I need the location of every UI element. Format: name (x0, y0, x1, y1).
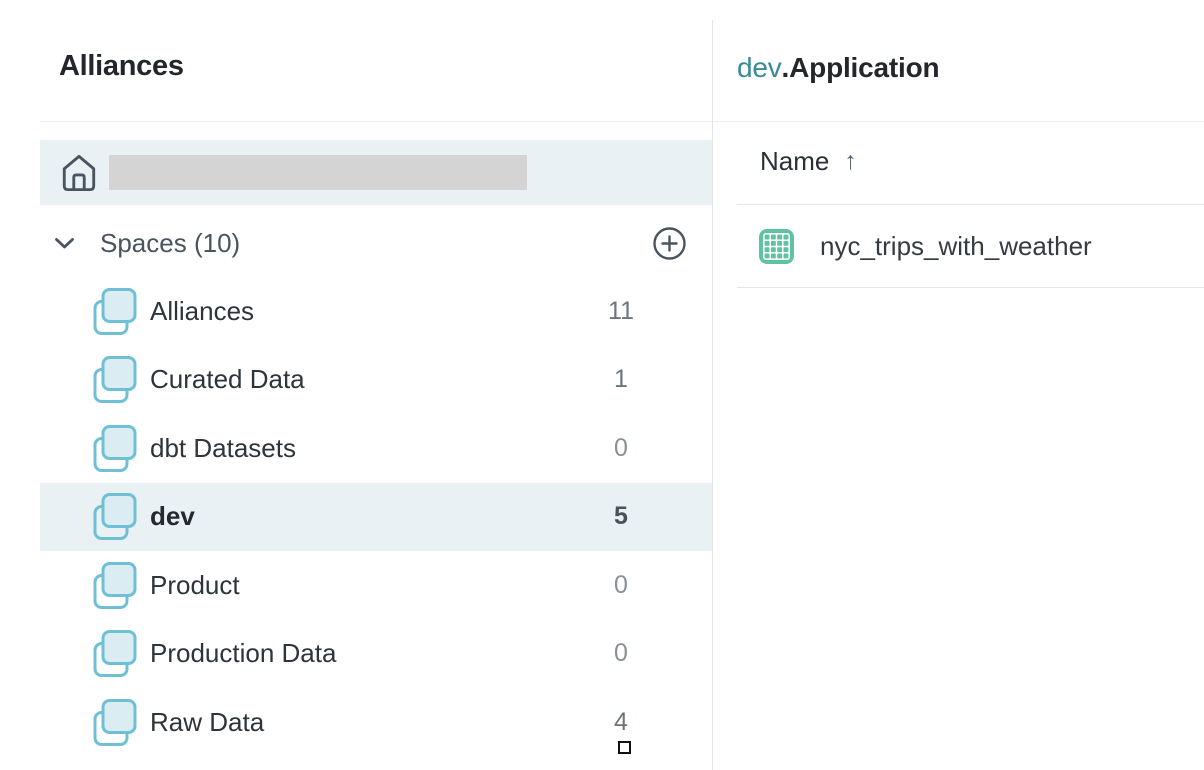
dataset-name: nyc_trips_with_weather (820, 230, 1092, 261)
header-divider (40, 121, 713, 122)
table-icon (759, 228, 794, 264)
sidebar-item-dbt-datasets[interactable]: dbt Datasets 0 (40, 414, 713, 483)
space-label: Production Data (150, 638, 337, 669)
spaces-group-label: Spaces (10) (100, 227, 241, 258)
space-label: Curated Data (150, 364, 305, 395)
chevron-down-icon[interactable] (54, 237, 75, 250)
column-label: Name (760, 146, 830, 176)
space-label: Raw Data (150, 706, 265, 737)
add-space-button[interactable] (653, 226, 686, 260)
dataset-count-badge: 0 (614, 639, 628, 668)
space-icon (93, 356, 137, 404)
space-icon (93, 493, 137, 541)
space-label: Alliances (150, 295, 255, 326)
space-icon (93, 630, 137, 678)
dataset-count-badge: 5 (614, 502, 628, 531)
sidebar-item-alliances[interactable]: Alliances 11 (40, 277, 713, 346)
name-column-header[interactable]: Name ↑ (760, 146, 857, 177)
dataset-count-badge: 0 (614, 433, 628, 462)
sidebar-item-raw-data[interactable]: Raw Data 4 (40, 688, 713, 757)
breadcrumb-context[interactable]: dev (737, 52, 782, 83)
dataset-count-badge: 0 (614, 570, 628, 599)
page-title: Alliances (59, 50, 184, 82)
stray-square-artifact (618, 741, 631, 754)
redacted-text-bar (109, 155, 527, 190)
space-label: dbt Datasets (150, 432, 296, 463)
home-nav-item[interactable] (40, 140, 713, 205)
spaces-sidebar: Alliances Spaces (10) (40, 50, 713, 757)
space-icon (93, 287, 137, 335)
spaces-list: Alliances 11 Curated Data 1 (40, 277, 713, 757)
space-label: dev (150, 501, 195, 532)
dataset-panel: dev.Application Name ↑ (713, 0, 1204, 770)
dataset-count-badge: 4 (614, 707, 628, 736)
spaces-group-header[interactable]: Spaces (10) (40, 212, 713, 274)
home-icon (60, 152, 98, 194)
sidebar-item-curated-data[interactable]: Curated Data 1 (40, 346, 713, 415)
space-icon (93, 698, 137, 746)
breadcrumb-title: Application (789, 52, 940, 83)
space-icon (93, 561, 137, 609)
dataset-count-badge: 1 (614, 365, 628, 394)
breadcrumb-separator: . (781, 52, 790, 83)
breadcrumb: dev.Application (737, 52, 940, 84)
sidebar-item-dev[interactable]: dev 5 (40, 482, 713, 551)
sort-ascending-icon[interactable]: ↑ (844, 147, 857, 175)
dataset-count-badge: 11 (608, 296, 634, 325)
row-divider (737, 287, 1204, 288)
sidebar-item-production-data[interactable]: Production Data 0 (40, 620, 713, 689)
column-header-divider (737, 204, 1204, 205)
panel-divider (712, 20, 713, 770)
table-row[interactable]: nyc_trips_with_weather (737, 205, 1204, 287)
space-label: Product (150, 569, 240, 600)
sidebar-item-product[interactable]: Product 0 (40, 551, 713, 620)
space-icon (93, 424, 137, 472)
panel-header-divider (713, 121, 1204, 122)
